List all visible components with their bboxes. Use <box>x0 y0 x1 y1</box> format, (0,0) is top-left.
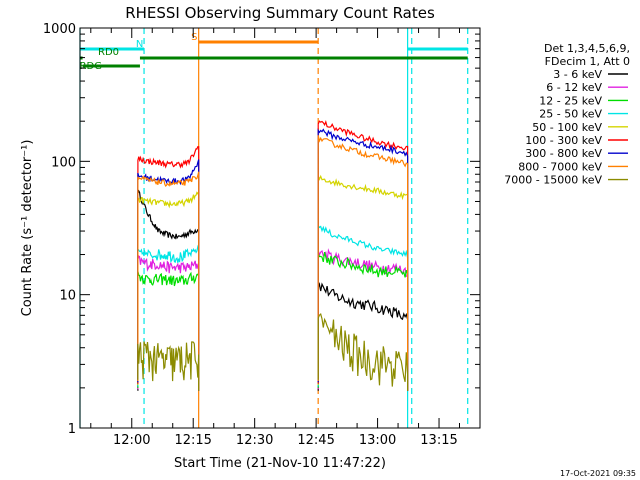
series-line <box>137 271 200 391</box>
x-tick-label: 13:15 <box>420 433 457 448</box>
plot-frame <box>79 27 481 429</box>
legend-entry-label: 100 - 300 keV <box>525 134 602 147</box>
x-axis-label: Start Time (21-Nov-10 11:47:22) <box>174 456 386 471</box>
y-tick-label: 1 <box>68 422 76 437</box>
series-line <box>317 223 409 391</box>
series-line <box>317 174 409 391</box>
series-line <box>137 171 200 391</box>
series-line <box>137 255 200 391</box>
footer-date: 17-Oct-2021 09:35 <box>560 469 636 478</box>
series-line <box>137 146 200 391</box>
x-tick-label: 12:00 <box>113 433 150 448</box>
legend-entry-label: 50 - 100 keV <box>532 121 602 134</box>
series-line <box>317 120 409 391</box>
series-line <box>317 282 409 391</box>
flag-label: N <box>136 39 143 50</box>
series-line <box>317 313 409 391</box>
flag-bars: N S RD0 RDG <box>80 32 468 72</box>
legend-header-line-1: Det 1,3,4,5,6,9, <box>544 42 630 55</box>
x-tick-label: 13:00 <box>359 433 396 448</box>
series-line <box>317 251 409 391</box>
series-line <box>137 341 200 391</box>
legend-entry-label: 300 - 800 keV <box>525 147 602 160</box>
y-tick-label: 1000 <box>43 22 76 37</box>
legend-entry-label: 6 - 12 keV <box>546 81 602 94</box>
legend-header-line-2: FDecim 1, Att 0 <box>545 55 630 68</box>
flag-label: RD0 <box>98 47 119 58</box>
flag-label: S <box>191 32 197 43</box>
series-line <box>137 244 200 391</box>
y-axis-label: Count Rate (s⁻¹ detector⁻¹) <box>20 140 35 317</box>
series-line <box>137 159 200 391</box>
chart-title: RHESSI Observing Summary Count Rates <box>125 4 435 22</box>
legend-entry-label: 7000 - 15000 keV <box>504 174 602 187</box>
y-tick-label: 10 <box>59 289 76 304</box>
series-line <box>317 128 409 391</box>
x-tick-label: 12:30 <box>236 433 273 448</box>
series-line <box>317 135 409 391</box>
legend-entry-label: 25 - 50 keV <box>539 108 602 121</box>
y-tick-label: 100 <box>51 155 76 170</box>
flag-label: RDG <box>80 61 102 72</box>
series-line <box>137 189 200 391</box>
legend-entry-label: 800 - 7000 keV <box>518 160 602 173</box>
x-tick-label: 12:15 <box>174 433 211 448</box>
legend-entry-label: 3 - 6 keV <box>553 68 602 81</box>
axis-ticks: 12:00 12:15 12:30 12:45 13:00 13:15 1 10 100 1000 <box>43 22 480 448</box>
series-line <box>137 191 200 391</box>
legend-entry-label: 12 - 25 keV <box>539 94 602 107</box>
x-tick-label: 12:45 <box>297 433 334 448</box>
series-lines <box>137 120 409 391</box>
